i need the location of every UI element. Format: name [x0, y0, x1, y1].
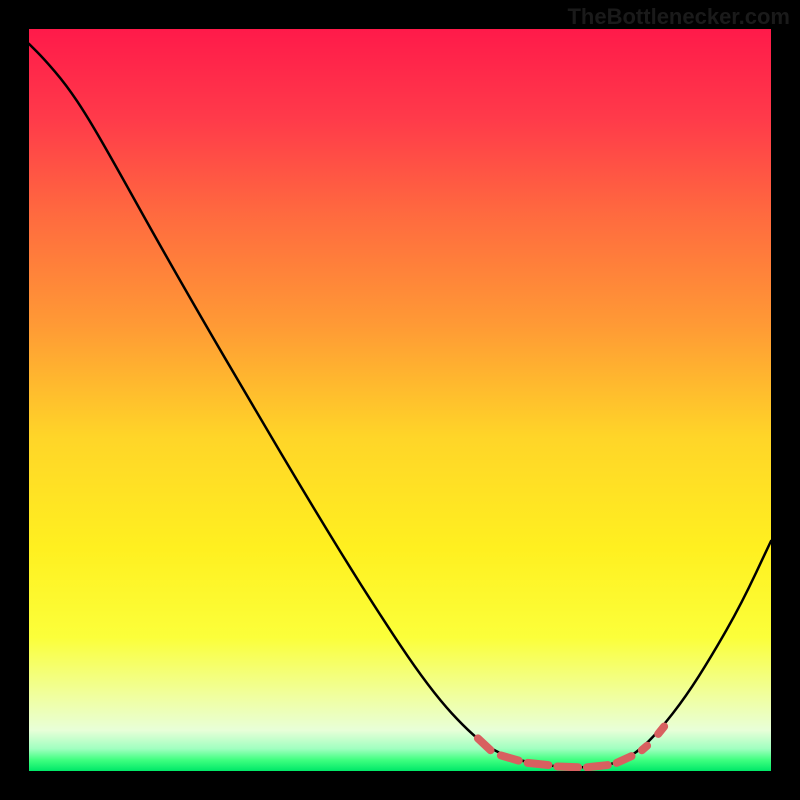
- highlight-segments: [478, 726, 664, 767]
- main-curve: [29, 44, 771, 767]
- watermark-text: TheBottlenecker.com: [567, 4, 790, 30]
- chart-plot-area: [29, 29, 771, 771]
- chart-curve-layer: [29, 29, 771, 771]
